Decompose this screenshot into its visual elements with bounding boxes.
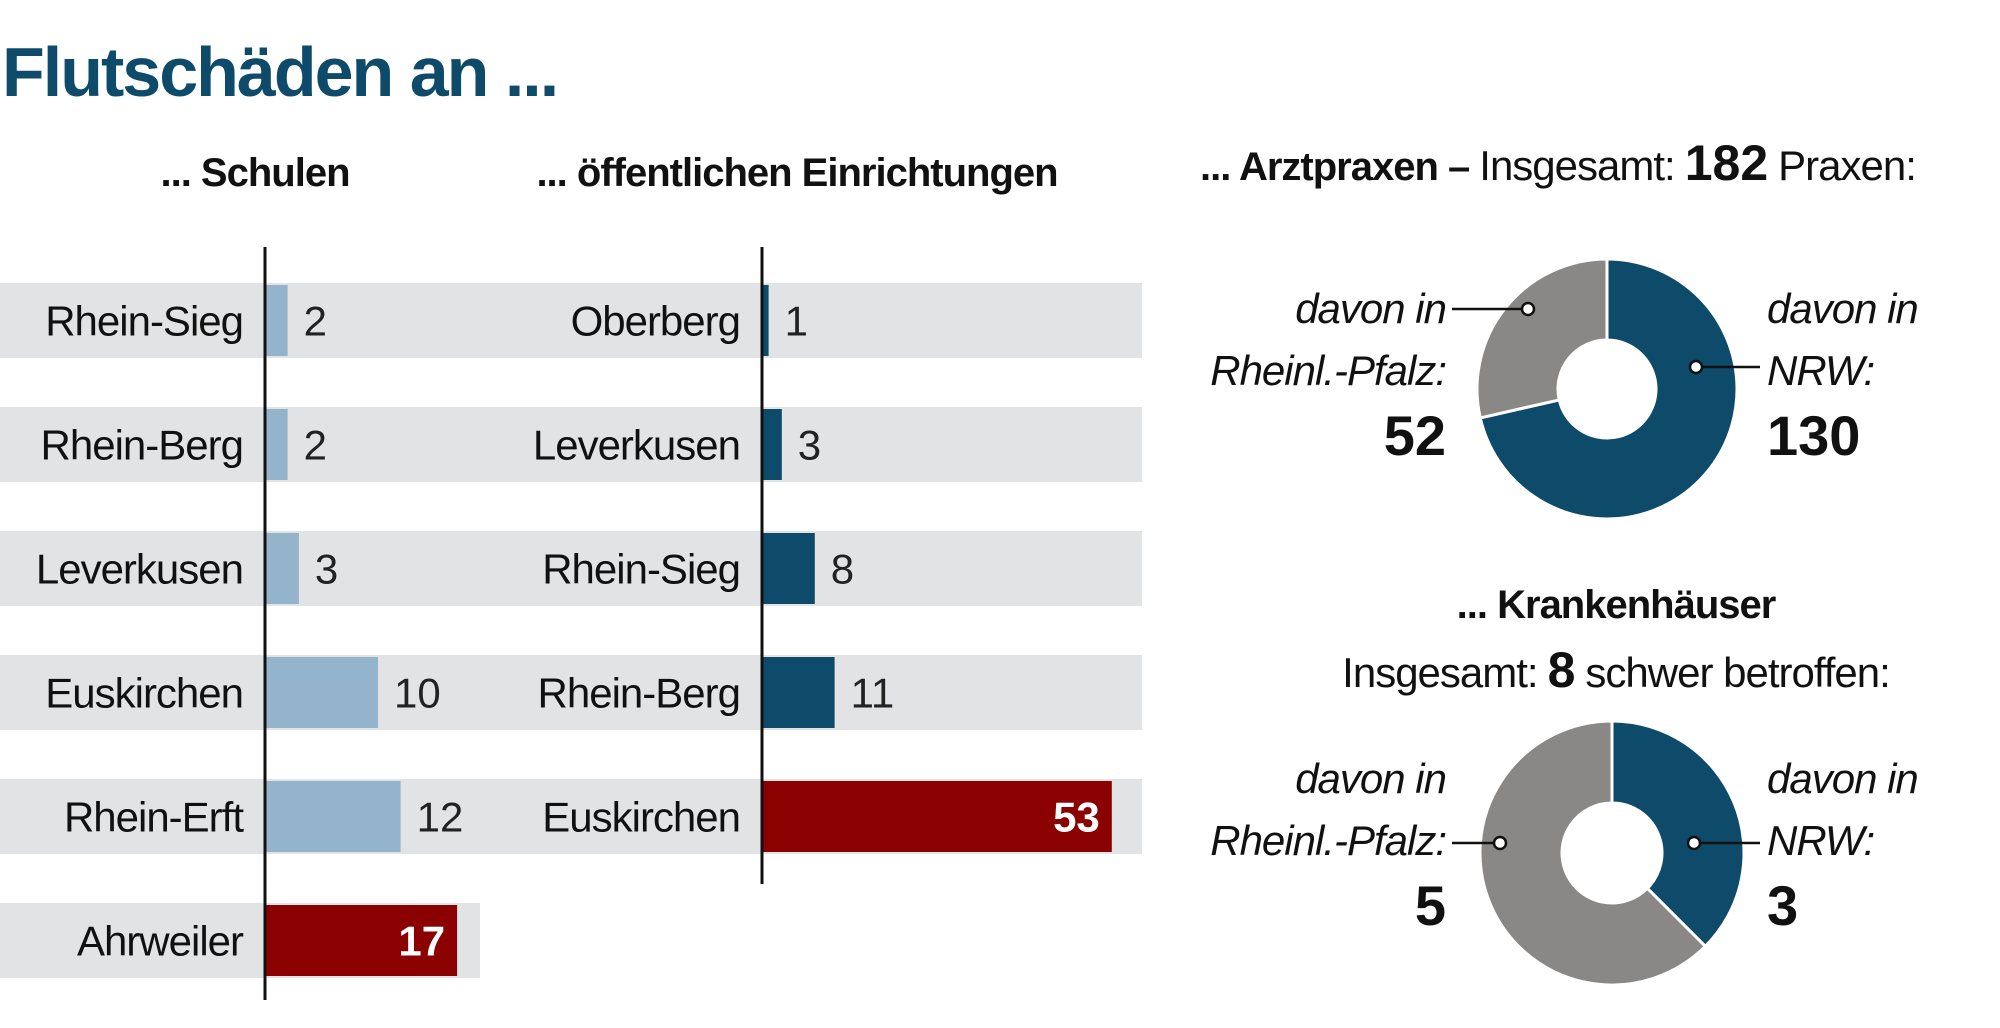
schulen-bar-rhein-berg — [265, 409, 288, 480]
krankenhaeuser-title: ... Krankenhäuser — [1457, 583, 1776, 627]
einrichtungen-row-bg-leverkusen — [480, 407, 1142, 482]
arztpraxen-total-prefix: Insgesamt: — [1479, 142, 1674, 189]
schulen-value-euskirchen: 10 — [394, 670, 441, 717]
arztpraxen-value-rheinland-pfalz: 52 — [1384, 404, 1446, 467]
krankenhaeuser-value-rheinland-pfalz: 5 — [1415, 874, 1446, 937]
schulen-row-bg-rhein-sieg — [0, 283, 480, 358]
einrichtungen-value-rhein-berg: 11 — [851, 670, 895, 717]
krankenhaeuser-slice-nrw — [1610, 719, 1746, 949]
schulen-bar-chart: Rhein-Sieg 2 Rhein-Berg 2 Leverkusen 3 Euskirc… — [0, 247, 480, 1000]
arztpraxen-title: ... Arztpraxen – — [1200, 145, 1470, 189]
krankenhaeuser-total-suffix: schwer betroffen: — [1585, 649, 1889, 696]
schulen-category-rhein-erft: Rhein-Erft — [64, 794, 244, 841]
schulen-value-rhein-berg: 2 — [304, 422, 327, 469]
schulen-bar-leverkusen — [265, 533, 299, 604]
schulen-title: ... Schulen — [160, 151, 349, 195]
schulen-value-rhein-erft: 12 — [417, 794, 464, 841]
schulen-bar-ahrweiler — [265, 905, 458, 976]
krankenhaeuser-value-nrw: 3 — [1767, 874, 1798, 937]
arztpraxen-leader-dot-rheinland-pfalz — [1520, 301, 1536, 317]
einrichtungen-title: ... öffentlichen Einrichtungen — [536, 151, 1057, 195]
einrichtungen-category-oberberg: Oberberg — [571, 298, 740, 345]
arztpraxen-label-line1-rheinland-pfalz: davon in — [1295, 285, 1446, 332]
krankenhaeuser-label-line2-nrw: NRW: — [1767, 817, 1874, 864]
arztpraxen-label-line1-nrw: davon in — [1767, 285, 1918, 332]
einrichtungen-bar-rhein-sieg — [762, 533, 815, 604]
arztpraxen-slice-nrw — [1478, 257, 1739, 521]
schulen-row-bg-leverkusen — [0, 531, 480, 606]
arztpraxen-label-line2-nrw: NRW: — [1767, 347, 1874, 394]
page-title: Flutschäden an ... — [2, 33, 557, 111]
arztpraxen-header: ... Arztpraxen – Insgesamt: 182 Praxen: — [1200, 135, 1916, 191]
einrichtungen-bar-euskirchen — [762, 781, 1112, 852]
krankenhaeuser-donut-chart: davon in NRW: 3 davon in Rheinl.-Pfalz: 5 — [1210, 719, 1919, 987]
einrichtungen-category-euskirchen: Euskirchen — [542, 794, 740, 841]
schulen-category-leverkusen: Leverkusen — [36, 546, 243, 593]
schulen-category-ahrweiler: Ahrweiler — [77, 918, 244, 965]
einrichtungen-bar-oberberg — [762, 285, 769, 356]
krankenhaeuser-label-line1-nrw: davon in — [1767, 755, 1918, 802]
einrichtungen-category-rhein-berg: Rhein-Berg — [538, 670, 740, 717]
schulen-bar-euskirchen — [265, 657, 378, 728]
schulen-value-rhein-sieg: 2 — [304, 298, 327, 345]
krankenhaeuser-leader-dot-nrw — [1686, 835, 1702, 851]
arztpraxen-leader-dot-nrw — [1688, 359, 1704, 375]
krankenhaeuser-total-prefix: Insgesamt: — [1342, 649, 1537, 696]
krankenhaeuser-label-line1-rheinland-pfalz: davon in — [1295, 755, 1446, 802]
krankenhaeuser-total: 8 — [1548, 642, 1576, 698]
einrichtungen-category-leverkusen: Leverkusen — [533, 422, 740, 469]
einrichtungen-value-leverkusen: 3 — [798, 422, 821, 469]
arztpraxen-slice-rheinland-pfalz — [1475, 257, 1609, 420]
arztpraxen-label-line2-rheinland-pfalz: Rheinl.-Pfalz: — [1210, 347, 1446, 394]
schulen-bar-rhein-sieg — [265, 285, 288, 356]
schulen-category-euskirchen: Euskirchen — [45, 670, 243, 717]
krankenhaeuser-slice-rheinland-pfalz — [1478, 719, 1708, 987]
einrichtungen-bar-rhein-berg — [762, 657, 835, 728]
einrichtungen-value-rhein-sieg: 8 — [831, 546, 854, 593]
einrichtungen-row-bg-oberberg — [480, 283, 1142, 358]
einrichtungen-category-rhein-sieg: Rhein-Sieg — [542, 546, 740, 593]
einrichtungen-value-oberberg: 1 — [785, 298, 808, 345]
krankenhaeuser-label-line2-rheinland-pfalz: Rheinl.-Pfalz: — [1210, 817, 1446, 864]
einrichtungen-bar-chart: Oberberg 1 Leverkusen 3 Rhein-Sieg 8 Rhein-Ber… — [480, 247, 1142, 884]
krankenhaeuser-leader-dot-rheinland-pfalz — [1492, 835, 1508, 851]
schulen-value-leverkusen: 3 — [315, 546, 338, 593]
arztpraxen-total-suffix: Praxen: — [1778, 142, 1916, 189]
schulen-row-bg-rhein-berg — [0, 407, 480, 482]
schulen-bar-rhein-erft — [265, 781, 401, 852]
arztpraxen-total: 182 — [1685, 135, 1768, 191]
schulen-category-rhein-sieg: Rhein-Sieg — [45, 298, 243, 345]
schulen-category-rhein-berg: Rhein-Berg — [41, 422, 243, 469]
schulen-value-ahrweiler: 17 — [398, 918, 445, 965]
krankenhaeuser-header: Insgesamt: 8 schwer betroffen: — [1342, 642, 1890, 698]
einrichtungen-bar-leverkusen — [762, 409, 782, 480]
schulen-row-bg-euskirchen — [0, 655, 480, 730]
einrichtungen-value-euskirchen: 53 — [1053, 794, 1100, 841]
arztpraxen-value-nrw: 130 — [1767, 404, 1860, 467]
arztpraxen-donut-chart: davon in NRW: 130 davon in Rheinl.-Pfalz: 52 — [1210, 257, 1919, 521]
